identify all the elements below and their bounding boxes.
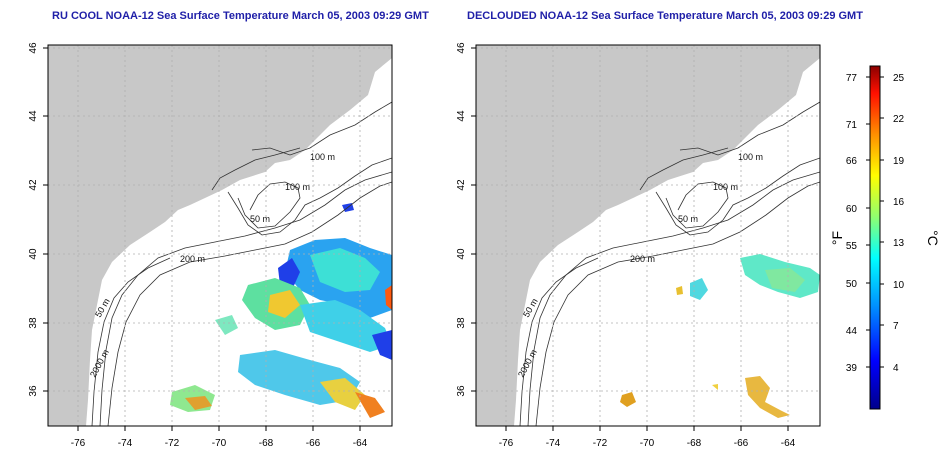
y-tick-label: 44 [28,110,39,122]
y-tick-label: 46 [456,42,467,54]
x-tick-label: -66 [306,438,321,449]
y-tick-label: 40 [456,248,467,260]
y-tick-label: 40 [28,248,39,260]
celsius-tick-labels: 25 22 19 16 13 10 7 4 [893,73,905,374]
f-tick-label: 60 [846,204,858,215]
x-tick-label: -72 [165,438,180,449]
contour-label-100m-a: 100 m [310,152,335,162]
contour-label-200m: 200 m [630,254,655,264]
f-tick-label: 39 [846,363,858,374]
contour-label-200m: 200 m [180,254,205,264]
land-mass [476,45,820,426]
land-mass [48,45,392,426]
bathymetry-contours [91,101,392,426]
nova-scotia [268,92,340,152]
graticule [48,45,392,426]
nova-scotia [696,92,768,152]
x-tick-label: -74 [546,438,561,449]
y-tick-label: 38 [456,317,467,329]
y-tick-label: 36 [456,385,467,397]
f-tick-label: 66 [846,156,858,167]
sst-data [620,254,820,418]
right-map-title: DECLOUDED NOAA-12 Sea Surface Temperatur… [467,10,863,22]
c-tick-label: 19 [893,156,905,167]
f-tick-label: 77 [846,73,858,84]
contour-label-100m-b: 100 m [285,182,310,192]
contour-label-100m-b: 100 m [713,182,738,192]
y-tick-label: 42 [28,179,39,191]
f-tick-label: 44 [846,326,858,337]
graticule [476,45,820,426]
left-y-tick-labels: 46 44 42 40 38 36 [28,42,39,397]
f-tick-label: 50 [846,279,858,290]
x-tick-label: -64 [781,438,796,449]
f-tick-label: 55 [846,241,858,252]
temperature-colorbar: 77 71 66 60 55 50 44 39 25 22 19 16 13 1… [829,65,941,410]
c-tick-label: 22 [893,114,905,125]
y-tick-label: 36 [28,385,39,397]
x-tick-label: -74 [118,438,133,449]
right-map-frame [475,44,821,427]
contour-label-50m-a: 50 m [250,214,270,224]
fahrenheit-axis-label: °F [829,231,845,245]
y-tick-label: 38 [28,317,39,329]
x-tick-label: -70 [640,438,655,449]
c-tick-label: 10 [893,280,905,291]
x-tick-label: -66 [734,438,749,449]
left-sst-map: 100 m 100 m 50 m 200 m 50 m 2000 m [28,42,393,449]
x-tick-label: -64 [353,438,368,449]
y-tick-label: 42 [456,179,467,191]
x-tick-label: -76 [499,438,514,449]
f-tick-label: 71 [846,120,858,131]
contour-label-100m-a: 100 m [738,152,763,162]
left-map-frame [47,44,393,427]
contour-label-50m-a: 50 m [678,214,698,224]
left-x-tick-labels: -76 -74 -72 -70 -68 -66 -64 [71,438,368,449]
fahrenheit-tick-labels: 77 71 66 60 55 50 44 39 [846,73,858,374]
right-sst-map: 100 m 100 m 50 m 200 m 50 m 2000 m [456,42,821,449]
celsius-axis-label: °C [925,230,941,246]
c-tick-label: 16 [893,197,905,208]
c-tick-label: 13 [893,238,905,249]
x-tick-label: -70 [212,438,227,449]
c-tick-label: 4 [893,363,899,374]
y-tick-label: 44 [456,110,467,122]
right-x-tick-labels: -76 -74 -72 -70 -68 -66 -64 [499,438,796,449]
colorbar-gradient [869,65,881,410]
sst-data [170,203,392,418]
x-tick-label: -68 [259,438,274,449]
right-y-tick-labels: 46 44 42 40 38 36 [456,42,467,397]
y-tick-label: 46 [28,42,39,54]
x-tick-label: -76 [71,438,86,449]
c-tick-label: 25 [893,73,905,84]
c-tick-label: 7 [893,321,899,332]
x-tick-label: -72 [593,438,608,449]
x-tick-label: -68 [687,438,702,449]
left-map-title: RU COOL NOAA-12 Sea Surface Temperature … [52,10,429,22]
